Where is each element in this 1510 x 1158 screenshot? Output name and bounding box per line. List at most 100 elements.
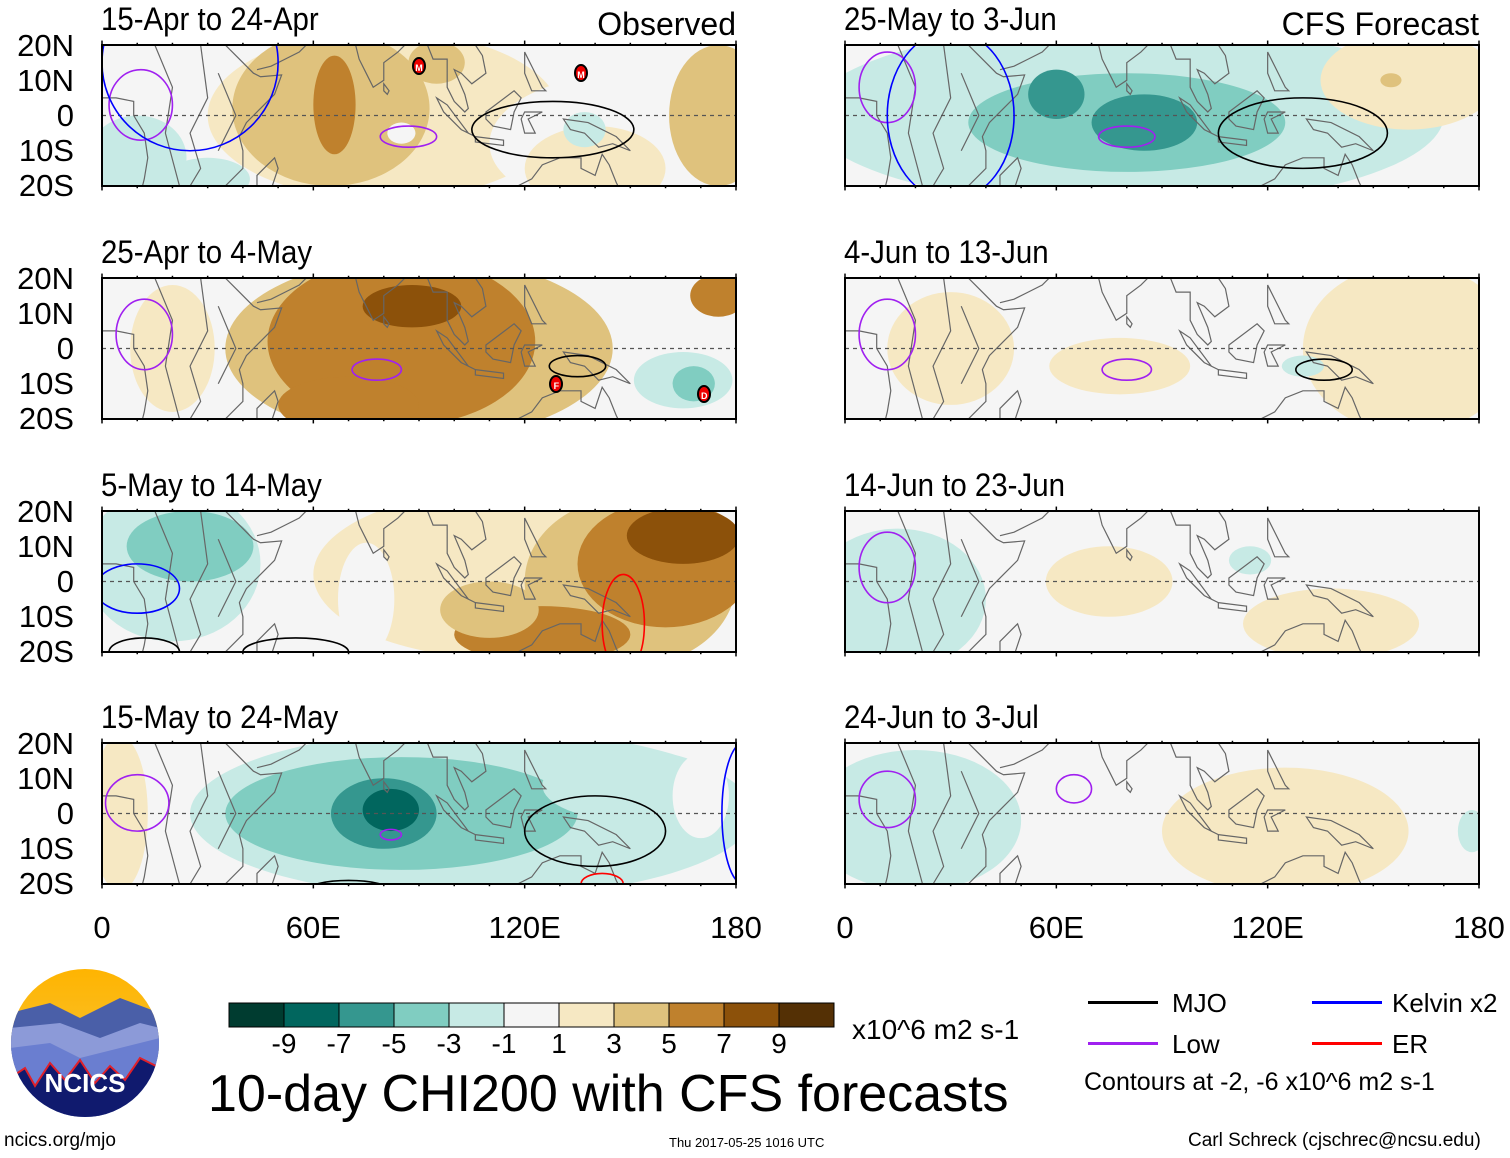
lat-tick-label: 20S [18, 401, 74, 436]
legend-label-mjo: MJO [1172, 988, 1227, 1018]
kel-contour [95, 564, 180, 613]
low-contour [1102, 359, 1151, 380]
coastline [525, 518, 546, 557]
lat-tick-label: 0 [56, 331, 74, 366]
panel-title: 4-Jun to 13-Jun [844, 234, 1049, 270]
kel-contour [722, 743, 764, 884]
lat-tick-label: 10N [17, 296, 74, 331]
coastline [504, 387, 620, 426]
colorbar-tick-label: 3 [606, 1028, 622, 1059]
coastline [1099, 41, 1152, 87]
coastline [1169, 739, 1229, 810]
coastline [968, 278, 1024, 419]
lat-tick-label: 20N [17, 28, 74, 63]
lon-tick-label: 0 [836, 910, 854, 945]
coastline [1306, 817, 1373, 849]
legend-line-low [1088, 1042, 1158, 1045]
lat-tick-label: 20N [17, 726, 74, 761]
anomaly-shading [337, 542, 395, 652]
panel-title: 25-Apr to 4-May [101, 234, 313, 270]
panel-title: 25-May to 3-Jun [844, 1, 1057, 37]
coastline [1264, 112, 1285, 133]
mjo-contour [472, 101, 634, 157]
low-contour [859, 771, 915, 827]
coastline [356, 274, 409, 320]
coastline [1000, 856, 1021, 888]
coastline [1000, 511, 1049, 536]
anomaly-shading [1320, 45, 1479, 130]
coastline [1247, 387, 1363, 426]
coastline [968, 45, 1024, 186]
anomaly-shading [362, 788, 419, 832]
colorbar-swatch [448, 1002, 505, 1028]
anomaly-shading [1091, 94, 1198, 151]
site-url[interactable]: ncics.org/mjo [4, 1130, 116, 1151]
lon-tick-label: 0 [93, 910, 111, 945]
coastline [1306, 585, 1373, 617]
contours-note: Contours at -2, -6 x10^6 m2 s-1 [1084, 1068, 1435, 1096]
anomaly-shading [1243, 588, 1420, 652]
coastline [898, 278, 979, 419]
coastline [563, 585, 630, 617]
colorbar-swatch [503, 1002, 560, 1028]
colorbar-swatch [283, 1002, 340, 1028]
anomaly-shading [165, 157, 250, 186]
lat-tick-label: 0 [56, 98, 74, 133]
colorbar-tick-label: 1 [551, 1028, 567, 1059]
coastline [1229, 91, 1264, 130]
colorbar-tick-label: 5 [661, 1028, 677, 1059]
coastline [1000, 158, 1021, 190]
coastline [563, 119, 630, 151]
coastline [1099, 507, 1152, 553]
coastline [1264, 578, 1285, 599]
lon-tick-label: 60E [285, 910, 341, 945]
anomaly-shading [1028, 69, 1085, 120]
coastline [1127, 317, 1132, 328]
lat-tick-label: 10N [17, 529, 74, 564]
anomaly-shading [672, 753, 729, 839]
coastline [1000, 743, 1049, 768]
coastline [1247, 154, 1363, 193]
coastline [384, 317, 389, 328]
coastline [102, 796, 148, 884]
mjo-contour [1218, 98, 1387, 169]
low-contour [1099, 126, 1155, 147]
coastline [563, 352, 630, 384]
panel-title: 15-Apr to 24-Apr [101, 1, 319, 37]
lat-tick-label: 10N [17, 761, 74, 796]
coastline [521, 578, 542, 599]
coastline [1264, 345, 1285, 366]
anomaly-shading [690, 278, 736, 317]
coastline [155, 511, 236, 652]
mjo-contour [306, 880, 391, 901]
timestamp: Thu 2017-05-25 1016 UTC [669, 1135, 825, 1150]
coastline [504, 620, 620, 659]
coastline [475, 137, 503, 146]
panel-title: 15-May to 24-May [101, 699, 339, 735]
coastline [898, 511, 979, 652]
mjo-contour [525, 796, 666, 867]
credit: Carl Schreck (cjschrec@ncsu.edu) [1188, 1130, 1481, 1151]
map-panel [102, 278, 736, 419]
lat-tick-label: 20S [18, 634, 74, 669]
coastline [486, 91, 521, 130]
anomaly-shading [313, 55, 356, 155]
coastline [486, 789, 521, 828]
anomaly-shading [362, 285, 462, 328]
coastline [845, 796, 891, 884]
logo-text: NCICS [45, 1068, 126, 1098]
lat-tick-label: 20N [17, 494, 74, 529]
colorbar-swatch [613, 1002, 670, 1028]
colorbar-tick-label: 9 [771, 1028, 787, 1059]
coastline [486, 324, 521, 363]
coastline [968, 743, 1024, 884]
lat-tick-label: 20S [18, 866, 74, 901]
coastline [426, 739, 486, 810]
coastline [257, 624, 278, 656]
anomaly-shading [408, 45, 465, 84]
map-panel [845, 511, 1479, 652]
coastline [1229, 557, 1264, 596]
coastline [225, 511, 281, 652]
coastline [1229, 324, 1264, 363]
legend-line-er [1312, 1042, 1382, 1045]
